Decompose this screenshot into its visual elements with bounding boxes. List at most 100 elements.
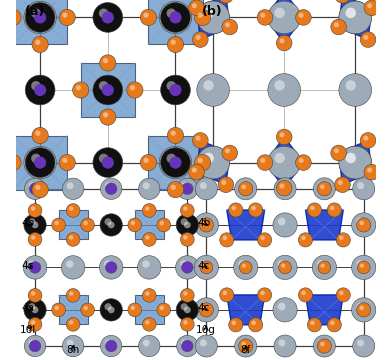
Circle shape bbox=[8, 158, 13, 163]
Circle shape bbox=[331, 145, 347, 161]
Circle shape bbox=[359, 221, 364, 225]
Circle shape bbox=[223, 236, 227, 240]
Circle shape bbox=[105, 218, 112, 225]
Circle shape bbox=[260, 291, 265, 295]
Circle shape bbox=[203, 80, 214, 91]
Polygon shape bbox=[81, 63, 135, 117]
Circle shape bbox=[28, 233, 42, 246]
Circle shape bbox=[258, 233, 272, 247]
Circle shape bbox=[278, 218, 285, 225]
Circle shape bbox=[276, 129, 292, 145]
Circle shape bbox=[35, 131, 40, 136]
Circle shape bbox=[232, 320, 236, 325]
Circle shape bbox=[102, 157, 114, 169]
Circle shape bbox=[260, 13, 265, 18]
Circle shape bbox=[220, 233, 234, 247]
Text: (a): (a) bbox=[25, 5, 45, 18]
Circle shape bbox=[353, 335, 375, 357]
Circle shape bbox=[145, 291, 149, 296]
Circle shape bbox=[138, 256, 161, 279]
Circle shape bbox=[225, 148, 230, 153]
Circle shape bbox=[183, 235, 188, 240]
Circle shape bbox=[239, 182, 253, 196]
Circle shape bbox=[59, 154, 75, 171]
Circle shape bbox=[143, 158, 149, 163]
Circle shape bbox=[357, 303, 371, 317]
Circle shape bbox=[32, 127, 48, 144]
Circle shape bbox=[177, 336, 198, 357]
Circle shape bbox=[34, 11, 46, 23]
Circle shape bbox=[181, 183, 188, 189]
Circle shape bbox=[339, 1, 372, 34]
Circle shape bbox=[142, 260, 150, 268]
Circle shape bbox=[176, 256, 199, 279]
Circle shape bbox=[274, 80, 285, 91]
Circle shape bbox=[24, 1, 56, 34]
Circle shape bbox=[100, 109, 116, 125]
Circle shape bbox=[140, 9, 156, 26]
Circle shape bbox=[203, 264, 207, 268]
Circle shape bbox=[105, 183, 112, 189]
Circle shape bbox=[167, 127, 183, 144]
Circle shape bbox=[199, 218, 207, 225]
Circle shape bbox=[62, 158, 67, 163]
Circle shape bbox=[330, 320, 335, 325]
Circle shape bbox=[104, 260, 112, 268]
Circle shape bbox=[339, 1, 372, 34]
Circle shape bbox=[339, 236, 343, 240]
Circle shape bbox=[221, 180, 226, 185]
Circle shape bbox=[5, 9, 21, 26]
Circle shape bbox=[30, 153, 41, 163]
Text: 8h: 8h bbox=[67, 345, 80, 355]
Circle shape bbox=[192, 167, 197, 172]
Circle shape bbox=[167, 81, 176, 91]
Circle shape bbox=[241, 342, 246, 346]
Circle shape bbox=[273, 255, 297, 279]
Circle shape bbox=[32, 181, 48, 198]
Circle shape bbox=[183, 291, 188, 296]
Circle shape bbox=[171, 131, 176, 136]
Circle shape bbox=[143, 339, 150, 346]
Circle shape bbox=[258, 288, 272, 302]
Text: 8f: 8f bbox=[241, 345, 251, 355]
Circle shape bbox=[225, 22, 230, 27]
Circle shape bbox=[142, 204, 156, 217]
Circle shape bbox=[345, 8, 356, 18]
Circle shape bbox=[318, 182, 325, 189]
Circle shape bbox=[197, 146, 229, 179]
Circle shape bbox=[52, 218, 65, 232]
Circle shape bbox=[321, 264, 325, 268]
Circle shape bbox=[345, 153, 356, 163]
Circle shape bbox=[25, 3, 55, 32]
Circle shape bbox=[232, 206, 236, 210]
Circle shape bbox=[235, 178, 257, 200]
Circle shape bbox=[28, 318, 42, 331]
Circle shape bbox=[360, 264, 364, 268]
Circle shape bbox=[367, 167, 372, 172]
Circle shape bbox=[167, 9, 176, 18]
Circle shape bbox=[54, 306, 59, 310]
Circle shape bbox=[181, 340, 193, 352]
Circle shape bbox=[260, 158, 265, 163]
Circle shape bbox=[102, 84, 114, 96]
Circle shape bbox=[273, 298, 297, 322]
Circle shape bbox=[99, 81, 109, 91]
Circle shape bbox=[32, 36, 48, 53]
Circle shape bbox=[100, 178, 122, 199]
Circle shape bbox=[334, 148, 339, 153]
Circle shape bbox=[127, 82, 143, 98]
Circle shape bbox=[160, 306, 164, 310]
Circle shape bbox=[278, 303, 285, 310]
Circle shape bbox=[161, 148, 191, 177]
Circle shape bbox=[23, 256, 47, 279]
Circle shape bbox=[242, 264, 246, 268]
Circle shape bbox=[194, 255, 218, 279]
Circle shape bbox=[197, 74, 229, 106]
Circle shape bbox=[235, 335, 257, 357]
Circle shape bbox=[279, 184, 285, 189]
Text: 4c: 4c bbox=[198, 303, 210, 313]
Circle shape bbox=[268, 146, 301, 179]
Polygon shape bbox=[13, 135, 67, 190]
Circle shape bbox=[192, 132, 208, 148]
Circle shape bbox=[296, 155, 311, 170]
